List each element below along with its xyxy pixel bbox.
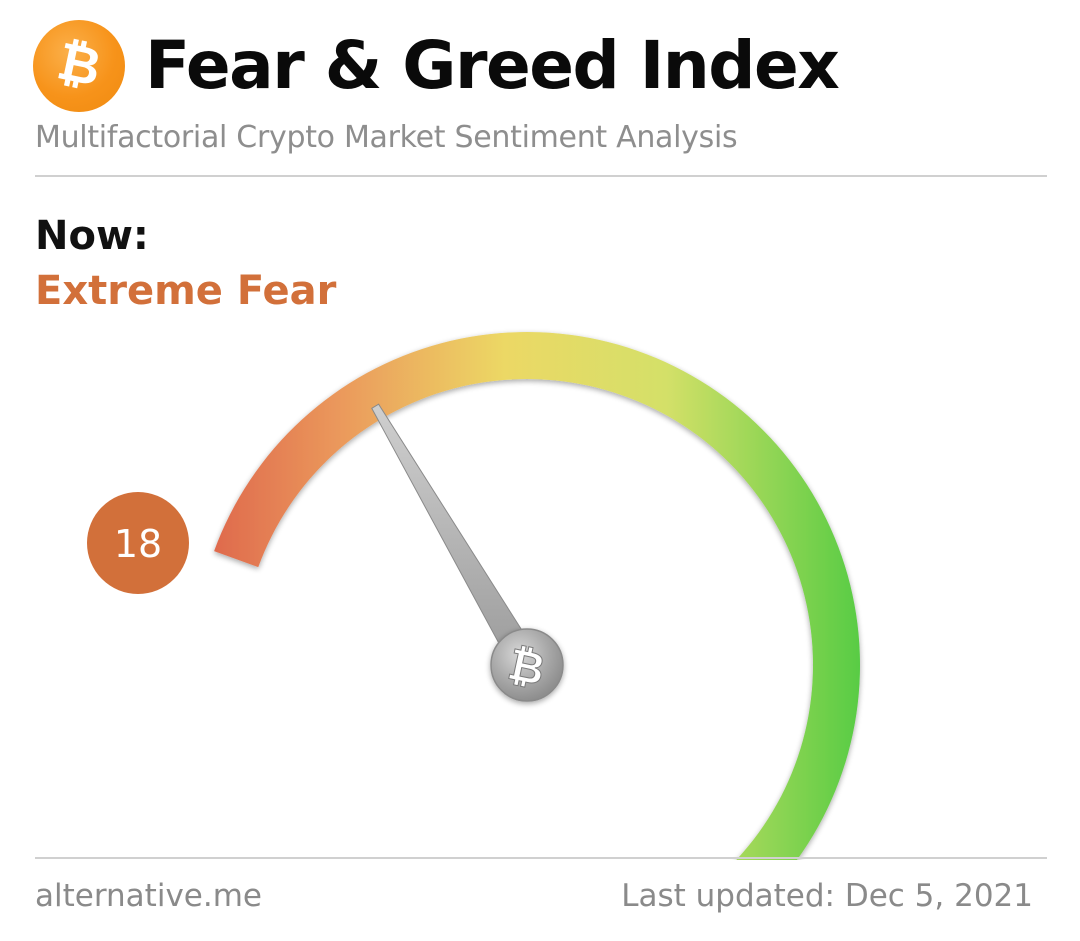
source-link[interactable]: alternative.me — [35, 878, 262, 914]
svg-text:₿: ₿ — [52, 31, 106, 99]
last-updated: Last updated: Dec 5, 2021 — [621, 878, 1033, 914]
now-label: Now: — [35, 213, 149, 259]
page-subtitle: Multifactorial Crypto Market Sentiment A… — [35, 120, 738, 155]
footer-divider — [35, 857, 1047, 859]
sentiment-classification: Extreme Fear — [35, 268, 337, 314]
page-title: Fear & Greed Index — [145, 27, 840, 104]
fear-greed-gauge: ₿ 18 — [87, 332, 860, 860]
value-badge: 18 — [87, 492, 189, 594]
bitcoin-icon: ₿ — [52, 31, 106, 99]
gauge-value-label: 18 — [114, 522, 162, 566]
bitcoin-logo: ₿ — [33, 20, 125, 112]
header-divider — [35, 175, 1047, 177]
gauge-needle — [371, 403, 535, 665]
needle-hub: ₿ — [490, 628, 564, 702]
gauge-arc — [214, 332, 860, 860]
